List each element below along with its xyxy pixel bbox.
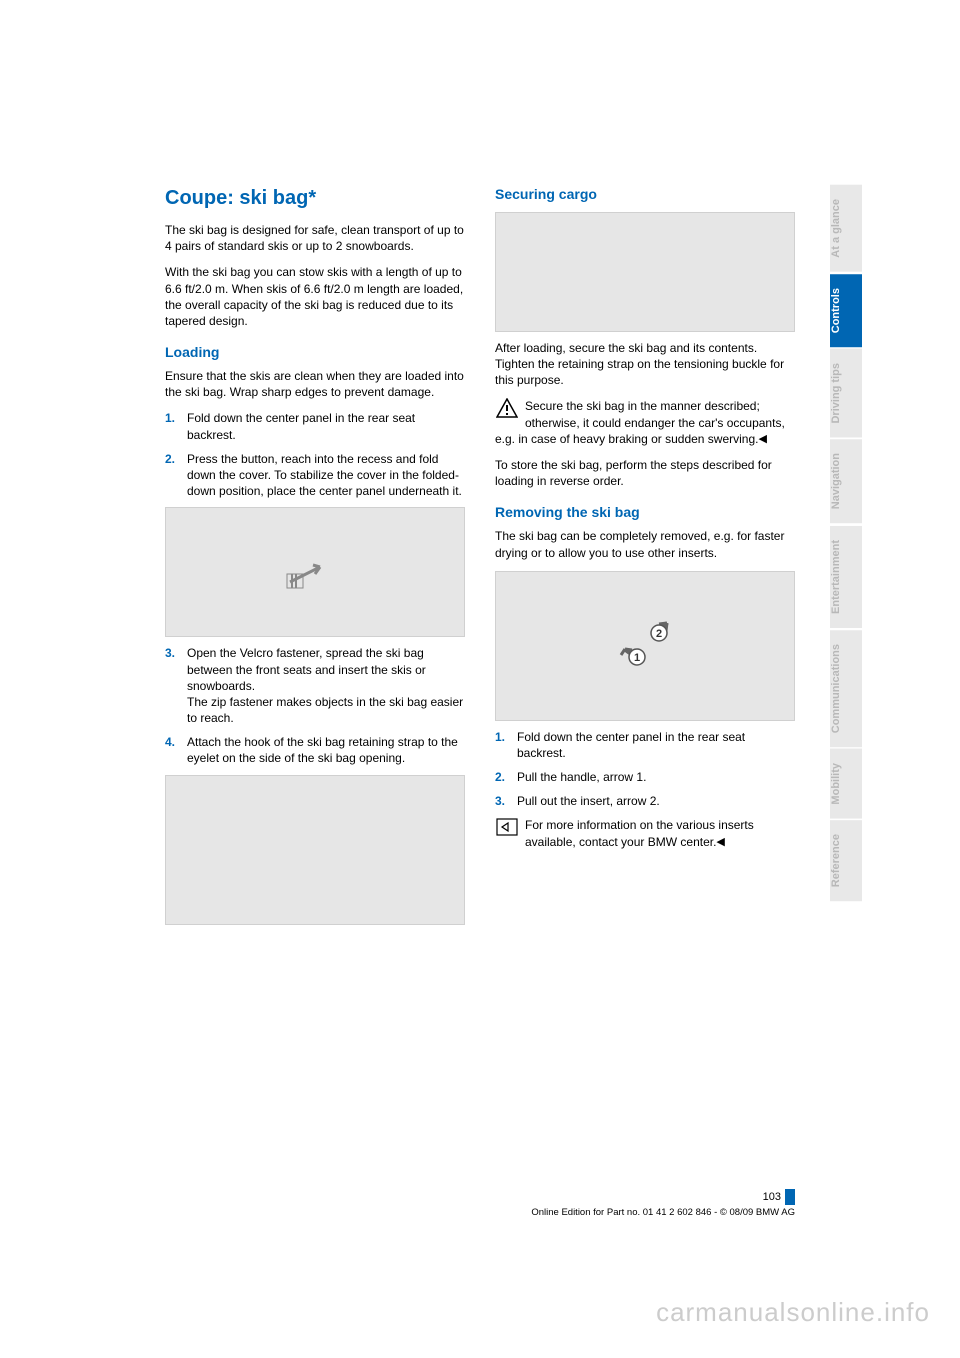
page-number: 103: [763, 1191, 781, 1203]
right-column: Securing cargo After loading, secure the…: [495, 185, 795, 933]
intro-paragraph-1: The ski bag is designed for safe, clean …: [165, 222, 465, 254]
loading-step-3: 3. Open the Velcro fastener, spread the …: [165, 645, 465, 726]
step-number: 2.: [495, 769, 517, 785]
tab-communications[interactable]: Communications: [830, 630, 862, 747]
step-number: 4.: [165, 734, 187, 766]
step-number: 2.: [165, 451, 187, 500]
intro-paragraph-2: With the ski bag you can stow skis with …: [165, 264, 465, 329]
loading-steps: 1. Fold down the center panel in the rea…: [165, 410, 465, 499]
page-footer: 103 Online Edition for Part no. 01 41 2 …: [165, 1189, 795, 1218]
tab-mobility[interactable]: Mobility: [830, 749, 862, 819]
step-text: Open the Velcro fastener, spread the ski…: [187, 645, 465, 726]
step-number: 1.: [165, 410, 187, 442]
tab-navigation[interactable]: Navigation: [830, 439, 862, 523]
section-tabs: At a glance Controls Driving tips Naviga…: [830, 185, 862, 904]
removing-paragraph: The ski bag can be completely removed, e…: [495, 528, 795, 560]
tab-at-a-glance[interactable]: At a glance: [830, 185, 862, 272]
removing-steps: 1. Fold down the center panel in the rea…: [495, 729, 795, 810]
svg-text:2: 2: [656, 628, 662, 640]
loading-step-4: 4. Attach the hook of the ski bag retain…: [165, 734, 465, 766]
svg-text:1: 1: [634, 652, 640, 664]
step-text: Attach the hook of the ski bag retaining…: [187, 734, 465, 766]
heading-removing: Removing the ski bag: [495, 503, 795, 522]
loading-steps-cont: 3. Open the Velcro fastener, spread the …: [165, 645, 465, 766]
warning-note: Secure the ski bag in the manner describ…: [495, 398, 795, 447]
removing-step-3: 3. Pull out the insert, arrow 2.: [495, 793, 795, 809]
content-area: Coupe: ski bag* The ski bag is designed …: [165, 185, 795, 933]
step-text-inner: Pull out the insert, arrow 2.: [517, 794, 660, 808]
heading-loading: Loading: [165, 343, 465, 362]
figure-fold-cover: [165, 507, 465, 637]
tab-entertainment[interactable]: Entertainment: [830, 526, 862, 628]
store-paragraph: To store the ski bag, perform the steps …: [495, 457, 795, 489]
step-text-inner: Pull the handle, arrow 1.: [517, 770, 646, 784]
securing-paragraph: After loading, secure the ski bag and it…: [495, 340, 795, 389]
removing-step-2: 2. Pull the handle, arrow 1.: [495, 769, 795, 785]
loading-paragraph: Ensure that the skis are clean when they…: [165, 368, 465, 400]
loading-step-2: 2. Press the button, reach into the rece…: [165, 451, 465, 500]
step-text: Press the button, reach into the recess …: [187, 451, 465, 500]
warning-icon: [495, 398, 519, 418]
tab-reference[interactable]: Reference: [830, 820, 862, 901]
tab-driving-tips[interactable]: Driving tips: [830, 349, 862, 438]
heading-securing-cargo: Securing cargo: [495, 185, 795, 204]
arrow-illustration-icon: [285, 552, 345, 592]
step-number: 3.: [495, 793, 517, 809]
left-column: Coupe: ski bag* The ski bag is designed …: [165, 185, 465, 933]
info-icon: [495, 817, 519, 837]
page-number-box: 103: [763, 1189, 795, 1205]
step-text: Pull the handle, arrow 1.: [517, 769, 795, 785]
step-text: Fold down the center panel in the rear s…: [187, 410, 465, 442]
watermark-text: carmanualsonline.info: [656, 1297, 930, 1328]
footer-edition-line: Online Edition for Part no. 01 41 2 602 …: [165, 1207, 795, 1218]
heading-coupe-ski-bag: Coupe: ski bag*: [165, 185, 465, 212]
step-text: Fold down the center panel in the rear s…: [517, 729, 795, 761]
info-note: For more information on the various inse…: [495, 817, 795, 849]
page: Coupe: ski bag* The ski bag is designed …: [0, 0, 960, 1358]
end-marker-icon: ◀: [758, 432, 766, 447]
removing-step-1: 1. Fold down the center panel in the rea…: [495, 729, 795, 761]
step-number: 1.: [495, 729, 517, 761]
loading-step-1: 1. Fold down the center panel in the rea…: [165, 410, 465, 442]
figure-removing-ski-bag: 1 2: [495, 571, 795, 721]
warning-text: Secure the ski bag in the manner describ…: [495, 399, 785, 445]
figure-securing-cargo: [495, 212, 795, 332]
end-marker-icon: ◀: [716, 835, 724, 850]
page-number-bar-icon: [785, 1189, 795, 1205]
tab-controls[interactable]: Controls: [830, 274, 862, 347]
remove-illustration-icon: 1 2: [595, 611, 695, 681]
step-text: Pull out the insert, arrow 2.: [517, 793, 795, 809]
step-number: 3.: [165, 645, 187, 726]
figure-attach-hook: [165, 775, 465, 925]
